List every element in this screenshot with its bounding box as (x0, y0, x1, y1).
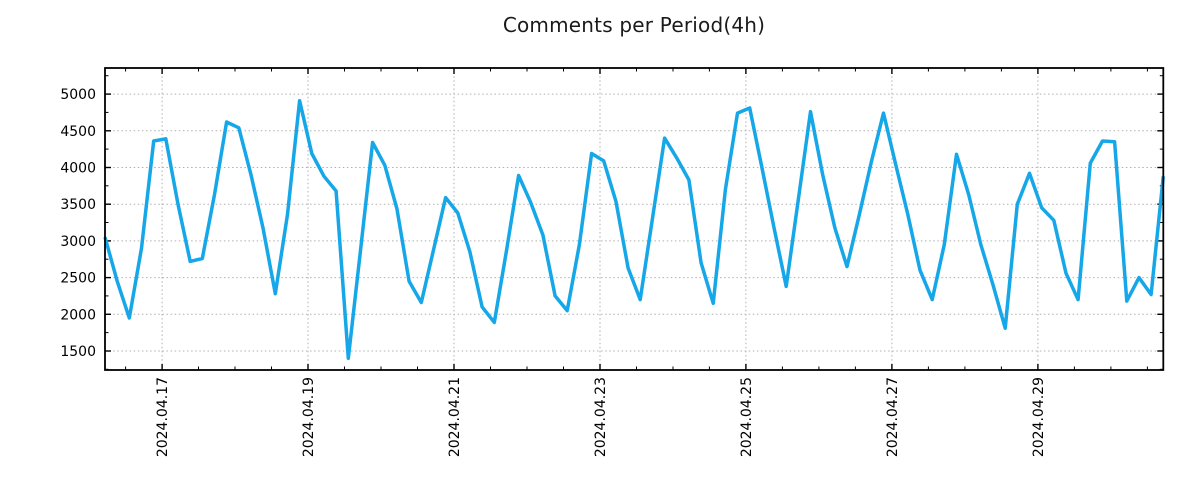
x-tick-label: 2024.04.19 (301, 377, 317, 457)
y-tick-label: 4500 (60, 124, 96, 140)
x-tick-label: 2024.04.25 (739, 377, 755, 457)
y-tick-label: 2500 (60, 271, 96, 287)
y-tick-label: 1500 (60, 344, 96, 360)
y-tick-label: 5000 (60, 87, 96, 103)
chart-title: Comments per Period(4h) (502, 13, 766, 37)
plot-border (104, 67, 1165, 371)
x-tick-label: 2024.04.27 (885, 377, 901, 457)
y-tick-label: 2000 (60, 307, 96, 323)
comments-series-line (103, 98, 1166, 361)
y-tick-label: 3500 (60, 197, 96, 213)
x-tick-label: 2024.04.23 (593, 377, 609, 457)
x-tick-label: 2024.04.17 (155, 377, 171, 457)
x-tick-label: 2024.04.21 (447, 377, 463, 457)
x-tick-label: 2024.04.29 (1031, 377, 1047, 457)
y-tick-label: 3000 (60, 234, 96, 250)
y-tick-label: 4000 (60, 161, 96, 177)
